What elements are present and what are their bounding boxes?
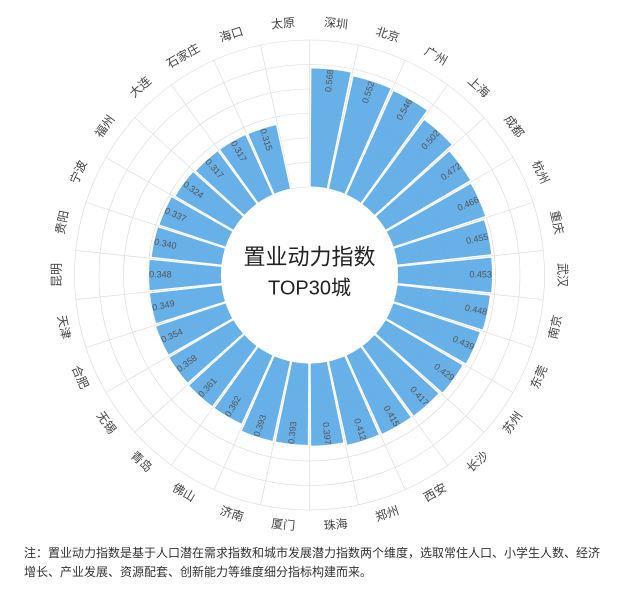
category-label: 贵阳 [53, 209, 72, 235]
category-label: 长沙 [464, 448, 491, 474]
footnote-text: 置业动力指数是基于人口潜在需求指数和城市发展潜力指数两个维度，选取常住人口、小学… [24, 546, 600, 579]
center-mask [223, 188, 397, 362]
category-label: 天津 [54, 314, 73, 340]
category-label: 深圳 [323, 15, 348, 31]
category-label: 珠海 [323, 516, 348, 533]
category-label: 南京 [545, 314, 565, 341]
category-label: 广州 [422, 44, 450, 68]
category-label: 海口 [217, 23, 244, 45]
category-label: 佛山 [170, 480, 198, 504]
radial-bar-chart: 深圳0.568北京0.552广州0.546上海0.502成都0.472杭州0.4… [0, 0, 619, 540]
category-label: 北京 [374, 24, 401, 45]
chart-svg: 深圳0.568北京0.552广州0.546上海0.502成都0.472杭州0.4… [0, 0, 619, 540]
category-label: 杭州 [529, 158, 552, 186]
chart-footnote: 注：置业动力指数是基于人口潜在需求指数和城市发展潜力指数两个维度，选取常住人口、… [0, 544, 619, 582]
category-label: 郑州 [373, 503, 400, 525]
category-label: 武汉 [555, 263, 569, 287]
category-label: 合肥 [69, 363, 92, 391]
category-label: 宁波 [66, 158, 89, 186]
category-label: 厦门 [271, 516, 296, 533]
category-label: 重庆 [547, 209, 566, 235]
category-label: 苏州 [500, 409, 525, 437]
category-label: 太原 [270, 14, 295, 31]
category-label: 石家庄 [163, 40, 202, 71]
value-label: 0.453 [469, 269, 492, 279]
category-label: 大连 [126, 73, 154, 100]
category-label: 无锡 [94, 408, 120, 436]
category-label: 东莞 [528, 363, 551, 391]
category-label: 上海 [465, 73, 493, 100]
category-label: 福州 [91, 112, 117, 140]
footnote-prefix: 注： [24, 546, 48, 560]
category-label: 昆明 [50, 263, 64, 287]
category-label: 青岛 [128, 448, 156, 475]
category-label: 济南 [218, 503, 245, 525]
category-label: 成都 [501, 113, 526, 141]
value-label: 0.348 [149, 269, 172, 279]
category-label: 西安 [421, 480, 449, 505]
